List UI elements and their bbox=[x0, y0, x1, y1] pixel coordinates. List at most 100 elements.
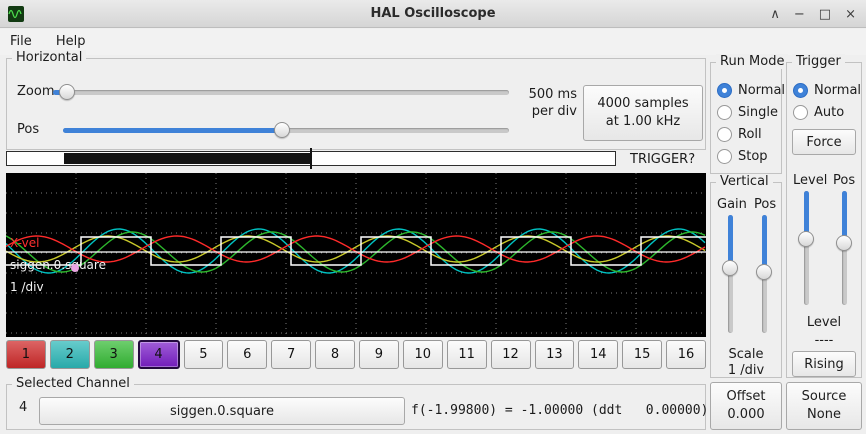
timebase-value: 500 ms bbox=[528, 87, 577, 102]
run-mode-option-stop[interactable]: Stop bbox=[711, 145, 781, 167]
app-icon bbox=[8, 6, 24, 22]
radio-label: Normal bbox=[814, 82, 862, 98]
offset-value: 0.000 bbox=[727, 407, 765, 422]
channel-button-4[interactable]: 4 bbox=[137, 340, 180, 369]
scale-value: 1 /div bbox=[727, 363, 765, 378]
channel-button-12[interactable]: 12 bbox=[490, 340, 531, 369]
titlebar: HAL Oscilloscope ∧ − □ × bbox=[0, 0, 866, 28]
force-button[interactable]: Force bbox=[792, 129, 856, 155]
trigger-level-slider-thumb[interactable] bbox=[798, 230, 814, 247]
gain-slider[interactable] bbox=[721, 215, 739, 333]
horizontal-pos-slider-fill bbox=[63, 128, 282, 133]
horizontal-group-label: Horizontal bbox=[12, 50, 87, 65]
vertical-group: Vertical Gain Pos Scale 1 /div bbox=[710, 174, 782, 378]
channel-button-1[interactable]: 1 bbox=[6, 340, 46, 369]
minimize-button[interactable]: − bbox=[793, 6, 805, 22]
zoom-slider-thumb[interactable] bbox=[58, 84, 75, 100]
edge-button[interactable]: Rising bbox=[792, 351, 856, 377]
scope-svg: X-vel siggen.0.square 1 /div bbox=[6, 173, 706, 337]
shade-button[interactable]: ∧ bbox=[770, 6, 780, 22]
menu-file[interactable]: File bbox=[10, 34, 32, 49]
trigger-level-slider-trough[interactable] bbox=[804, 191, 809, 305]
run-mode-option-roll[interactable]: Roll bbox=[711, 123, 781, 145]
selected-channel-group: Selected Channel 4 siggen.0.square f(-1.… bbox=[6, 376, 708, 430]
radio-label: Auto bbox=[814, 104, 845, 120]
radio-label: Roll bbox=[738, 126, 762, 142]
radio-label: Stop bbox=[738, 148, 768, 164]
gain-slider-thumb[interactable] bbox=[722, 260, 738, 277]
radio-icon bbox=[793, 82, 808, 98]
edge-button-label: Rising bbox=[804, 356, 844, 372]
horizontal-pos-slider-thumb[interactable] bbox=[273, 122, 290, 138]
radio-icon bbox=[793, 104, 808, 120]
run-mode-group-label: Run Mode bbox=[716, 54, 789, 69]
svg-text:1 /div: 1 /div bbox=[10, 280, 44, 294]
channel-button-3[interactable]: 3 bbox=[93, 340, 134, 369]
svg-text:siggen.0.square: siggen.0.square bbox=[10, 258, 106, 272]
trigger-mode-option-auto[interactable]: Auto bbox=[787, 101, 861, 123]
horizontal-pos-label: Pos bbox=[17, 122, 40, 137]
trigger-level-label: Level bbox=[793, 173, 828, 188]
trigger-options: Normal Auto bbox=[787, 63, 861, 123]
trigger-pos-slider-fill bbox=[842, 191, 847, 244]
trigger-level-slider-fill bbox=[804, 191, 809, 239]
trigger-level-slider[interactable] bbox=[797, 191, 815, 305]
trigger-pos-slider[interactable] bbox=[835, 191, 853, 305]
trigger-mode-option-normal[interactable]: Normal bbox=[787, 79, 861, 101]
timebase-unit: per div bbox=[531, 103, 577, 119]
force-button-label: Force bbox=[806, 134, 842, 150]
selected-channel-group-label: Selected Channel bbox=[12, 376, 134, 391]
vertical-pos-label: Pos bbox=[754, 197, 777, 212]
window-controls: ∧ − □ × bbox=[770, 0, 856, 28]
run-mode-option-single[interactable]: Single bbox=[711, 101, 781, 123]
trigger-source-button[interactable]: Source None bbox=[786, 382, 862, 430]
trigger-source-value: None bbox=[807, 407, 841, 422]
radio-label: Normal bbox=[738, 82, 786, 98]
trigger-level-readout-value: ---- bbox=[814, 333, 834, 348]
trigger-group: Trigger Normal Auto Force Level Pos Level… bbox=[786, 54, 862, 378]
channel-button-8[interactable]: 8 bbox=[315, 340, 355, 369]
trigger-pos-slider-thumb[interactable] bbox=[836, 235, 852, 252]
channel-button-15[interactable]: 15 bbox=[622, 340, 663, 369]
channel-button-2[interactable]: 2 bbox=[49, 340, 90, 369]
horizontal-pos-slider[interactable] bbox=[63, 121, 509, 139]
vertical-pos-slider-thumb[interactable] bbox=[756, 263, 772, 280]
channel-button-16[interactable]: 16 bbox=[666, 340, 706, 369]
channel-button-14[interactable]: 14 bbox=[578, 340, 619, 369]
scale-label: Scale bbox=[728, 347, 764, 362]
offset-button[interactable]: Offset 0.000 bbox=[710, 382, 782, 430]
channel-button-5[interactable]: 5 bbox=[183, 340, 224, 369]
run-mode-option-normal[interactable]: Normal bbox=[711, 79, 785, 101]
close-button[interactable]: × bbox=[845, 6, 856, 22]
samples-line1: 4000 samples bbox=[597, 96, 689, 112]
trigger-group-label: Trigger bbox=[792, 54, 845, 69]
radio-icon bbox=[717, 148, 732, 164]
radio-icon bbox=[717, 104, 732, 120]
samples-button[interactable]: 4000 samples at 1.00 kHz bbox=[583, 85, 703, 141]
run-mode-options: Normal Single Roll Stop bbox=[711, 63, 785, 167]
vertical-group-label: Vertical bbox=[716, 174, 773, 189]
vertical-pos-slider[interactable] bbox=[755, 215, 773, 333]
channel-button-10[interactable]: 10 bbox=[402, 340, 443, 369]
channel-button-7[interactable]: 7 bbox=[271, 340, 312, 369]
radio-icon bbox=[717, 82, 732, 98]
horizontal-group: Horizontal Zoom Pos 500 ms per div 4000 … bbox=[6, 50, 706, 150]
menu-help[interactable]: Help bbox=[55, 34, 86, 49]
channel-source-label: siggen.0.square bbox=[170, 403, 274, 419]
zoom-slider[interactable] bbox=[53, 83, 509, 101]
gain-label: Gain bbox=[717, 197, 747, 212]
trigger-status-label: TRIGGER? bbox=[630, 152, 696, 167]
zoom-slider-trough[interactable] bbox=[53, 90, 509, 95]
run-mode-group: Run Mode Normal Single Roll Stop bbox=[710, 54, 789, 174]
trigger-level-readout-label: Level bbox=[806, 315, 842, 330]
channel-button-11[interactable]: 11 bbox=[446, 340, 487, 369]
channel-button-6[interactable]: 6 bbox=[227, 340, 268, 369]
vertical-pos-slider-fill bbox=[762, 215, 767, 272]
channel-button-13[interactable]: 13 bbox=[534, 340, 575, 369]
record-position-fill bbox=[64, 153, 310, 164]
gain-slider-fill bbox=[728, 215, 733, 269]
maximize-button[interactable]: □ bbox=[818, 6, 832, 22]
trigger-pos-label: Pos bbox=[833, 173, 856, 188]
channel-button-9[interactable]: 9 bbox=[359, 340, 399, 369]
channel-source-button[interactable]: siggen.0.square bbox=[39, 397, 405, 425]
